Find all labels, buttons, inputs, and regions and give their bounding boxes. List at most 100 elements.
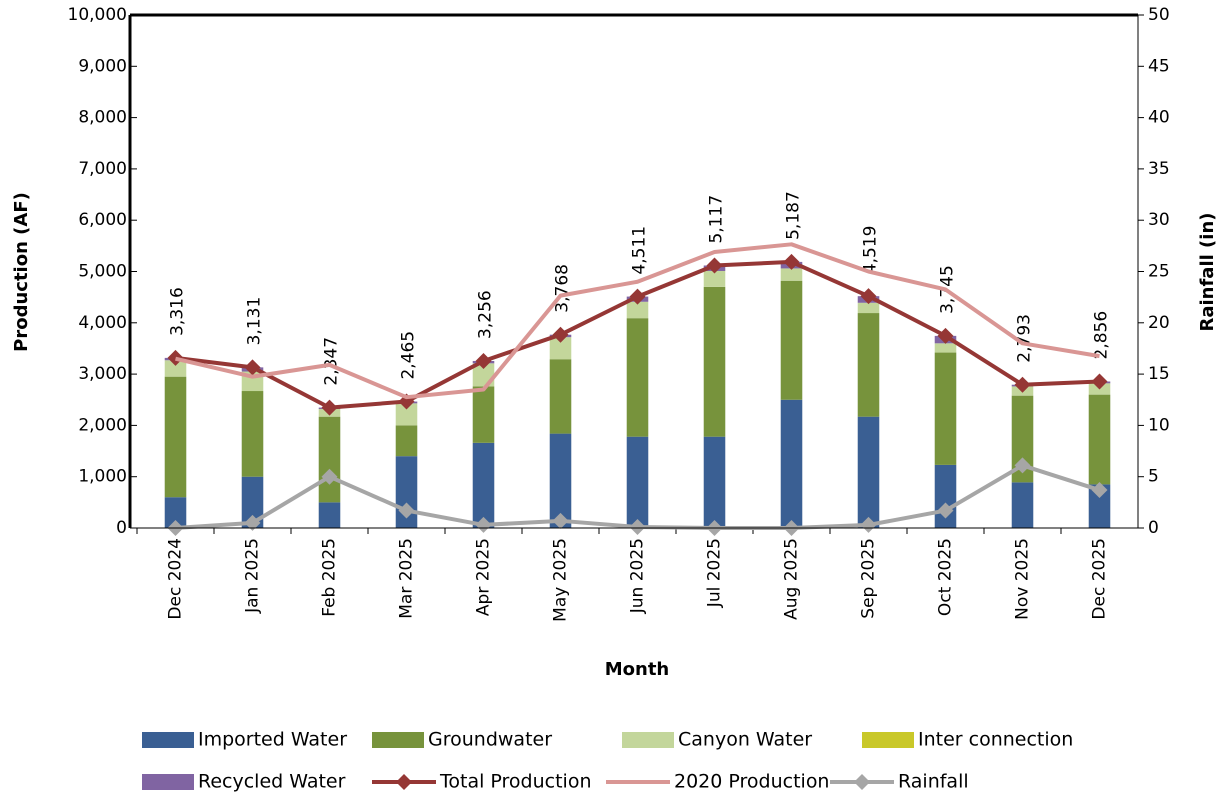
y-tick-label: 3,000	[78, 364, 127, 384]
x-axis-title: Month	[605, 659, 670, 680]
bar-segment	[934, 343, 957, 353]
bar-segment	[472, 386, 495, 443]
line-marker	[1091, 373, 1108, 390]
line-marker	[244, 359, 261, 376]
x-tick-label: Oct 2025	[936, 538, 956, 616]
line-marker	[321, 399, 338, 416]
y2-tick-label: 30	[1148, 210, 1170, 230]
line-marker	[629, 288, 646, 305]
line-marker	[706, 257, 723, 274]
bar-segment	[318, 416, 341, 503]
data-label: 3,316	[168, 287, 188, 336]
bar-segment	[549, 337, 572, 360]
y-tick-label: 1,000	[78, 467, 127, 487]
bar-segment	[395, 425, 418, 457]
legend-label: Recycled Water	[198, 771, 346, 793]
bar-segment	[626, 301, 649, 319]
line-marker	[398, 502, 415, 519]
line-marker	[244, 514, 261, 531]
y2-tick-label: 20	[1148, 313, 1170, 333]
y-tick-label: 7,000	[78, 159, 127, 179]
bar-segment	[857, 416, 880, 528]
line-marker	[321, 468, 338, 485]
bar-segment	[1088, 484, 1111, 528]
data-label: 2,793	[1015, 314, 1035, 363]
line-marker	[937, 327, 954, 344]
data-label: 2,347	[322, 337, 342, 386]
data-label: 2,465	[399, 331, 419, 380]
bar-segment	[1011, 482, 1034, 528]
line-marker	[167, 349, 184, 366]
data-label: 2,856	[1092, 311, 1112, 360]
x-tick-label: Mar 2025	[397, 538, 417, 619]
bar-segment	[241, 476, 264, 528]
legend-swatch	[862, 732, 914, 748]
bar-segment	[1011, 395, 1034, 483]
line-marker	[475, 516, 492, 533]
y2-tick-label: 50	[1148, 5, 1170, 25]
y-tick-label: 10,000	[68, 5, 127, 25]
line-marker	[552, 326, 569, 343]
bar-segment	[857, 302, 880, 314]
legend-label: Rainfall	[898, 771, 969, 793]
y-tick-label: 5,000	[78, 262, 127, 282]
data-label: 4,511	[630, 226, 650, 275]
bar-segment	[703, 270, 726, 287]
y-tick-label: 2,000	[78, 415, 127, 435]
x-tick-label: Nov 2025	[1013, 538, 1033, 620]
bar-segment	[780, 399, 803, 528]
bar-segment	[472, 442, 495, 528]
bar-segment	[703, 436, 726, 528]
bar-segment	[626, 318, 649, 437]
legend-swatch	[622, 732, 674, 748]
x-tick-label: Apr 2025	[474, 538, 494, 616]
legend-label: Groundwater	[428, 729, 552, 751]
y2-axis-title: Rainfall (in)	[1197, 212, 1218, 331]
y2-tick-label: 10	[1148, 415, 1170, 435]
legend-label: Canyon Water	[678, 729, 812, 751]
data-label: 5,187	[784, 191, 804, 240]
bar-segment	[780, 280, 803, 400]
x-tick-label: Feb 2025	[320, 538, 340, 617]
data-label: 5,117	[707, 195, 727, 244]
legend-swatch	[142, 774, 194, 790]
bar-segment	[934, 352, 957, 465]
line-marker	[1014, 457, 1031, 474]
x-tick-label: Sep 2025	[859, 538, 879, 619]
line	[175, 242, 1100, 400]
legend-label: 2020 Production	[674, 771, 829, 793]
data-label: 3,131	[245, 297, 265, 346]
legend-label: Total Production	[439, 771, 592, 793]
y-axis-title: Production (AF)	[11, 192, 32, 352]
y-tick-label: 9,000	[78, 56, 127, 76]
bar-segment	[164, 376, 187, 498]
legend-swatch	[372, 732, 424, 748]
y2-tick-label: 45	[1148, 56, 1170, 76]
y2-tick-label: 25	[1148, 262, 1170, 282]
legend-marker	[854, 774, 870, 790]
y-tick-label: 6,000	[78, 210, 127, 230]
line-marker	[783, 253, 800, 270]
legend-label: Imported Water	[198, 729, 347, 751]
x-tick-label: Dec 2024	[166, 538, 186, 620]
legend-label: Inter connection	[918, 729, 1073, 751]
y2-tick-label: 5	[1148, 467, 1159, 487]
line-marker	[475, 352, 492, 369]
bar-segment	[626, 436, 649, 528]
x-tick-label: May 2025	[551, 538, 571, 622]
bar-segment	[241, 391, 264, 477]
y2-tick-label: 40	[1148, 108, 1170, 128]
x-tick-label: Jul 2025	[705, 538, 725, 608]
bar-segment	[164, 497, 187, 528]
legend-swatch	[142, 732, 194, 748]
x-tick-label: Jan 2025	[243, 538, 263, 614]
data-label: 3,256	[476, 290, 496, 339]
y-tick-label: 0	[116, 518, 127, 538]
line-marker	[860, 288, 877, 305]
line-marker	[1091, 482, 1108, 499]
line-marker	[629, 518, 646, 535]
bar-segment	[857, 313, 880, 417]
bar-segment	[549, 359, 572, 434]
bar-segment	[549, 433, 572, 528]
y2-tick-label: 0	[1148, 518, 1159, 538]
